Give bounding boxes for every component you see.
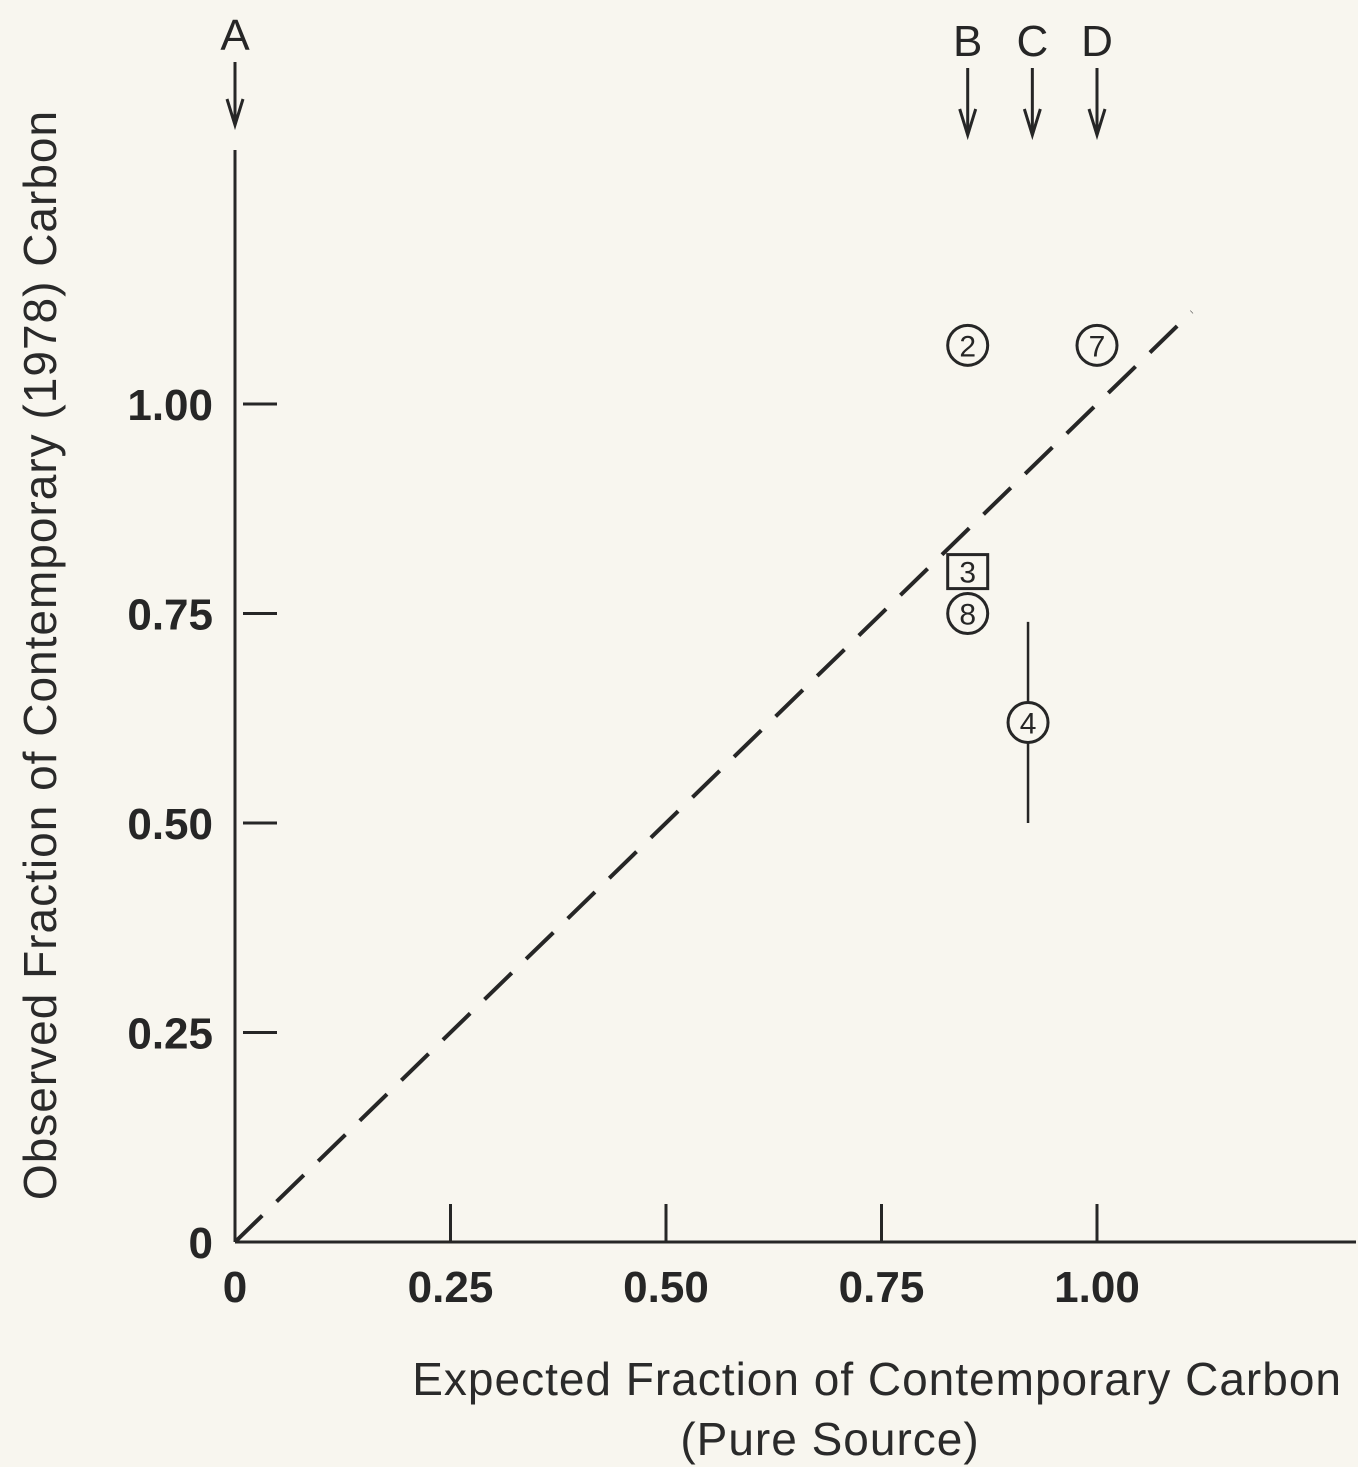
point-label: 3: [959, 557, 976, 590]
circle-marker: [946, 592, 990, 635]
source-marker-a: A: [220, 11, 250, 131]
x-tick-label: 1.00: [1054, 1263, 1140, 1312]
arrow-head: [1022, 108, 1042, 141]
y-tick-label: 0: [189, 1219, 213, 1268]
y-tick-label: 0.75: [127, 591, 213, 640]
source-marker-d: D: [1081, 17, 1113, 141]
source-marker-label: A: [220, 11, 250, 60]
x-tick-label: 0: [223, 1263, 247, 1312]
arrow-head: [1087, 108, 1107, 141]
x-tick-label: 0.75: [839, 1263, 925, 1312]
arrow-head: [958, 108, 978, 141]
data-point-8: 8: [946, 592, 990, 635]
arrow-head: [225, 98, 245, 131]
circle-marker: [1075, 323, 1119, 367]
reference-line-dashed: [233, 310, 1194, 1244]
point-label: 8: [959, 599, 976, 632]
circle-marker: [946, 323, 990, 367]
source-marker-label: B: [953, 17, 982, 66]
x-tick-label: 0.50: [623, 1263, 709, 1312]
point-label: 2: [959, 330, 976, 363]
square-marker: [946, 553, 990, 591]
data-point-7: 7: [1075, 323, 1119, 367]
y-tick-label: 1.00: [127, 381, 213, 430]
x-tick-label: 0.25: [408, 1263, 494, 1312]
source-marker-label: D: [1081, 17, 1113, 66]
y-tick-label: 0.25: [127, 1010, 213, 1059]
y-axis-title: Observed Fraction of Contemporary (1978)…: [14, 109, 66, 1201]
point-label: 7: [1089, 330, 1106, 363]
x-axis-title-line2: (Pure Source): [680, 1413, 980, 1465]
y-tick-label: 0.50: [127, 800, 213, 849]
source-marker-b: B: [953, 17, 982, 141]
circle-marker: [1006, 700, 1050, 744]
source-marker-c: C: [1016, 17, 1048, 141]
source-marker-label: C: [1016, 17, 1048, 66]
data-point-2: 2: [946, 323, 990, 367]
point-label: 4: [1020, 707, 1037, 740]
data-point-4: 4: [1006, 621, 1050, 823]
x-axis-title-line1: Expected Fraction of Contemporary Carbon: [412, 1353, 1342, 1405]
data-point-3: 3: [946, 553, 990, 591]
